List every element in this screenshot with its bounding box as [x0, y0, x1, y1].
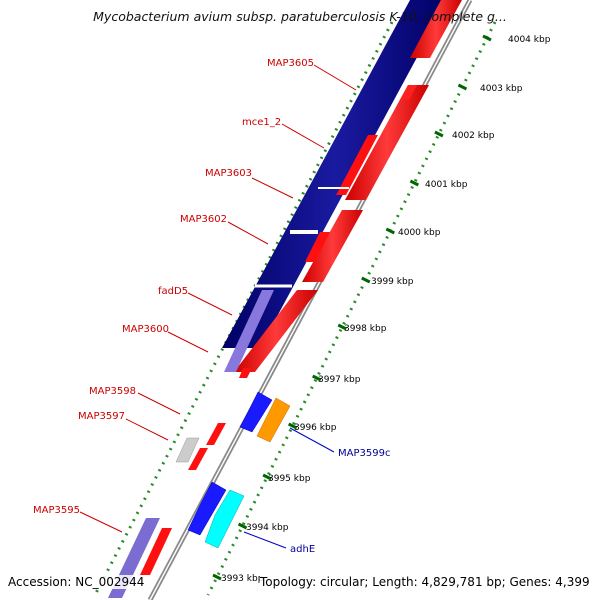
kbp-label: 3995 kbp: [268, 474, 311, 484]
gene-label-map3599c: MAP3599c: [338, 448, 390, 459]
grey-gene-feature: [175, 437, 200, 463]
inner-tick-track: [93, 21, 394, 596]
major-tick: [457, 83, 468, 91]
gene-label-map3605: MAP3605: [267, 58, 314, 69]
kbp-label: 3997 kbp: [318, 375, 361, 385]
kbp-label: 3998 kbp: [344, 324, 387, 334]
gene-label-map3595: MAP3595: [33, 505, 80, 516]
major-tick: [434, 130, 444, 138]
red-gene-arrows: [140, 85, 417, 575]
red-band-upper: [234, 0, 462, 372]
major-tick: [409, 179, 420, 187]
blue-gene-labels: MAP3599c adhE: [290, 448, 390, 555]
major-tick: [312, 374, 322, 382]
kbp-label: 3994 kbp: [246, 523, 289, 533]
gene-label-map3597: MAP3597: [78, 411, 125, 422]
blue-gene-arrows: [187, 391, 273, 536]
gene-label-mce1-2: mce1_2: [242, 117, 281, 128]
cyan-gene-arrow: [204, 489, 245, 549]
major-tick: [361, 276, 371, 284]
kbp-label: 3999 kbp: [371, 277, 414, 287]
gene-label-adhe: adhE: [290, 544, 315, 555]
major-tick: [482, 34, 492, 42]
major-tick: [212, 573, 222, 581]
major-tick: [337, 323, 347, 331]
orange-gene-arrow: [256, 397, 291, 443]
red-gene-labels: MAP3605 mce1_2 MAP3603 MAP3602 fadD5 MAP…: [33, 58, 314, 516]
major-tick: [262, 473, 272, 481]
major-tick: [287, 422, 298, 430]
gene-label-map3602: MAP3602: [180, 214, 227, 225]
blue-label-leaders: [243, 427, 335, 549]
kbp-label: 4003 kbp: [480, 84, 523, 94]
kbp-label: 4001 kbp: [425, 180, 468, 190]
gene-label-fadd5: fadD5: [158, 286, 188, 297]
gene-label-map3603: MAP3603: [205, 168, 252, 179]
map-title: Mycobacterium avium subsp. paratuberculo…: [93, 9, 507, 24]
navy-band-cuts: [255, 187, 349, 288]
kbp-label: 4002 kbp: [452, 131, 495, 141]
kbp-label: 3993 kbp: [221, 574, 264, 584]
kbp-label: 4000 kbp: [398, 228, 441, 238]
gene-label-map3600: MAP3600: [122, 324, 169, 335]
navy-band-feature: [222, 0, 448, 348]
major-ticks: [212, 34, 492, 581]
kbp-label: 4004 kbp: [508, 35, 551, 45]
topology-label: Topology: circular; Length: 4,829,781 bp…: [260, 575, 590, 589]
kbp-labels: 4004 kbp 4003 kbp 4002 kbp 4001 kbp 4000…: [221, 35, 551, 584]
kbp-label: 3996 kbp: [294, 423, 337, 433]
outer-tick-track: [206, 21, 497, 596]
major-tick: [237, 522, 248, 530]
red-label-leaders: [79, 64, 357, 533]
major-tick: [385, 227, 395, 235]
gene-label-map3598: MAP3598: [89, 386, 136, 397]
accession-label: Accession: NC_002944: [8, 575, 145, 589]
